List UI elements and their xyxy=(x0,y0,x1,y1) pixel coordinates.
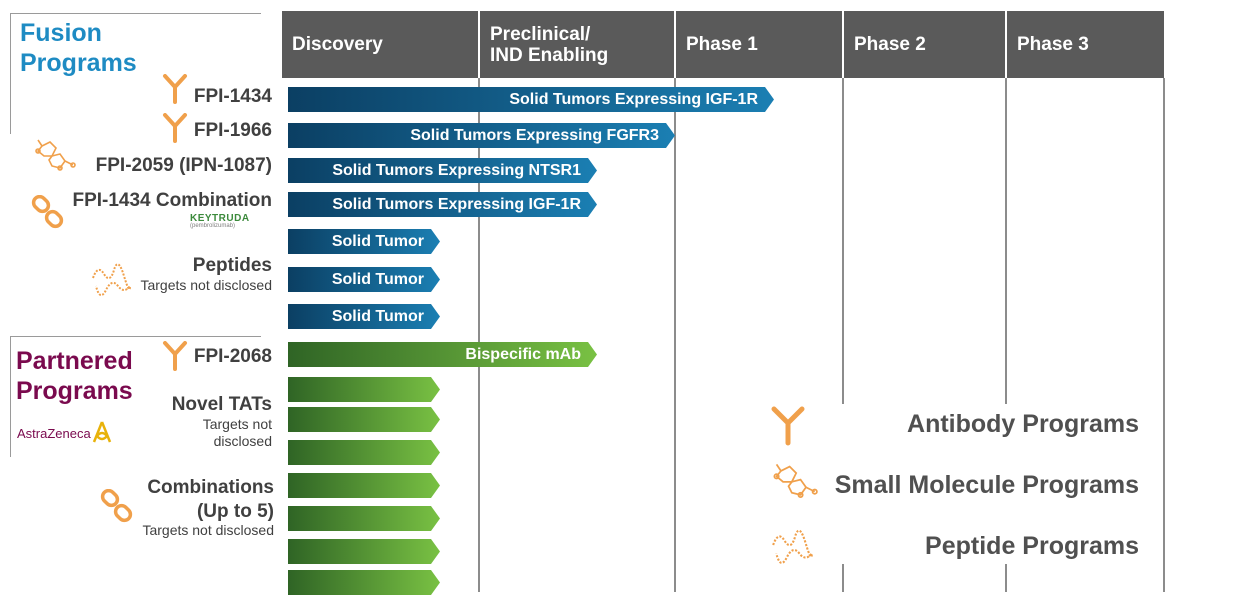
keytruda-logo-text: KEYTRUDA xyxy=(190,213,250,224)
peptide-icon xyxy=(92,263,132,296)
gridline-preclinical xyxy=(478,78,480,592)
novel-tats-targets-note: Targets not disclosed xyxy=(202,416,272,449)
partnered-programs-title: Partnered Programs xyxy=(16,347,133,405)
combinations-targets-note: Targets not disclosed xyxy=(142,522,274,538)
astrazeneca-logo: AstraZeneca xyxy=(17,420,113,446)
gridline-phase1 xyxy=(674,78,676,592)
chain-link-icon xyxy=(31,195,64,229)
program-combinations-label: Combinations (Up to 5) xyxy=(147,477,274,522)
bar-fpi-2059: Solid Tumors Expressing NTSR1 xyxy=(288,158,597,183)
bar-combination-2 xyxy=(288,506,440,531)
peptide-icon xyxy=(772,529,813,564)
fusion-section-bracket xyxy=(10,13,261,134)
bar-fpi-2068: Bispecific mAb xyxy=(288,342,597,367)
header-phase2: Phase 2 xyxy=(844,11,1005,78)
bar-combination-3 xyxy=(288,539,440,564)
keytruda-logo-subtext: (pembrolizumab) xyxy=(190,223,236,229)
bar-fpi-1966: Solid Tumors Expressing FGFR3 xyxy=(288,123,675,148)
astrazeneca-symbol-icon xyxy=(92,421,111,443)
header-phase1: Phase 1 xyxy=(676,11,842,78)
bar-novel-tat-1 xyxy=(288,377,440,402)
legend-small-molecule-label: Small Molecule Programs xyxy=(834,471,1139,499)
gridline-end xyxy=(1163,78,1165,592)
header-phase3: Phase 3 xyxy=(1007,11,1164,78)
legend-peptide-label: Peptide Programs xyxy=(925,532,1139,560)
bar-novel-tat-2 xyxy=(288,407,440,432)
program-peptides-label: Peptides xyxy=(192,255,272,276)
bar-peptide-2: Solid Tumor xyxy=(288,267,440,292)
program-fpi-1434-label: FPI-1434 xyxy=(193,86,272,107)
small-molecule-icon xyxy=(773,463,818,498)
legend-antibody-label: Antibody Programs xyxy=(907,410,1139,438)
header-preclinical: Preclinical/ IND Enabling xyxy=(480,11,674,78)
program-fpi-2059-label: FPI-2059 (IPN-1087) xyxy=(95,155,272,176)
legend xyxy=(758,404,1158,564)
antibody-icon xyxy=(163,74,187,104)
program-fpi-1966-label: FPI-1966 xyxy=(193,120,272,141)
chain-link-icon xyxy=(100,489,133,523)
bar-combination-1 xyxy=(288,473,440,498)
small-molecule-icon xyxy=(35,139,76,171)
header-discovery: Discovery xyxy=(282,11,478,78)
antibody-icon xyxy=(771,406,805,446)
program-fpi-1434-combination-label: FPI-1434 Combination xyxy=(72,190,272,211)
astrazeneca-logo-text: AstraZeneca xyxy=(17,425,91,441)
bar-fpi-1434-combination: Solid Tumors Expressing IGF-1R xyxy=(288,192,597,217)
antibody-icon xyxy=(163,341,187,371)
gridline-phase2 xyxy=(842,78,844,592)
antibody-icon xyxy=(163,113,187,143)
program-fpi-2068-label: FPI-2068 xyxy=(193,346,272,367)
fusion-programs-title: Fusion Programs xyxy=(20,19,137,77)
partnered-section-bracket xyxy=(10,336,261,457)
gridline-phase3 xyxy=(1005,78,1007,592)
peptides-targets-note: Targets not disclosed xyxy=(140,277,272,293)
keytruda-logo: KEYTRUDA (pembrolizumab) xyxy=(190,213,260,229)
bar-peptide-3: Solid Tumor xyxy=(288,304,440,329)
bar-combination-4 xyxy=(288,570,440,595)
bar-novel-tat-3 xyxy=(288,440,440,465)
program-novel-tats-label: Novel TATs xyxy=(171,394,272,415)
bar-peptide-1: Solid Tumor xyxy=(288,229,440,254)
bar-fpi-1434: Solid Tumors Expressing IGF-1R xyxy=(288,87,774,112)
